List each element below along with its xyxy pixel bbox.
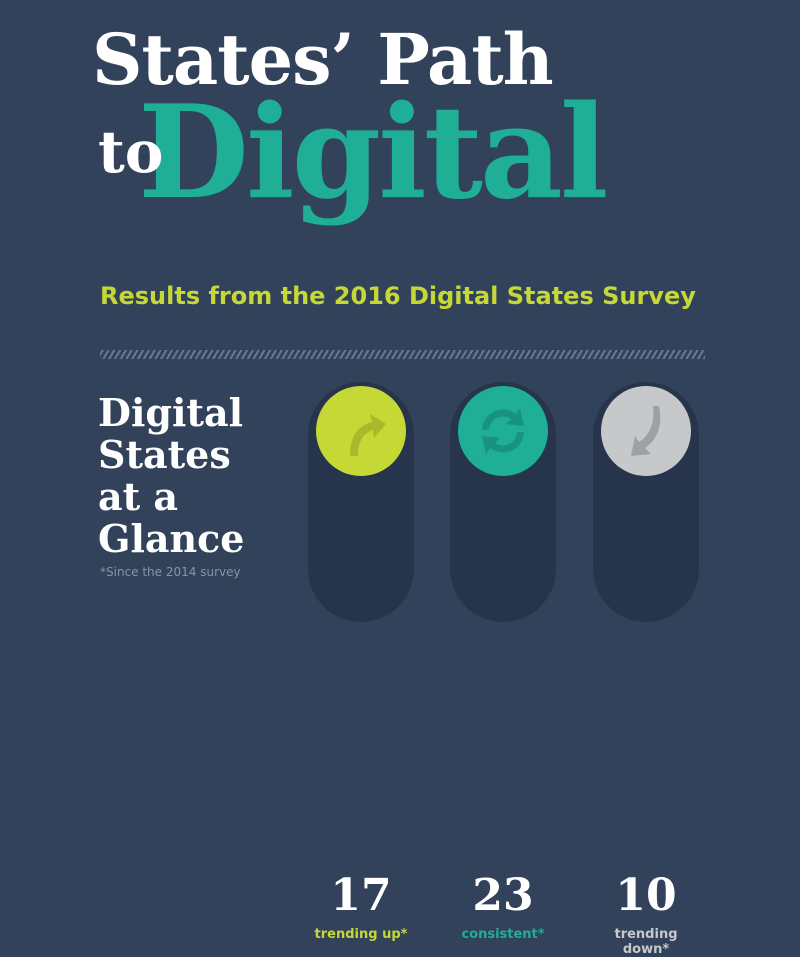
- stat-label: trending up*: [314, 927, 408, 942]
- stat-label: trending down*: [614, 927, 678, 957]
- heading-line: at a: [98, 474, 179, 519]
- footnote: *Since the 2014 survey: [100, 565, 241, 579]
- icon: [458, 386, 548, 476]
- stat-pill: 10 trending down*: [593, 382, 699, 957]
- title-line: States’ Path: [92, 18, 554, 101]
- stat-number: 23: [472, 870, 534, 921]
- subtitle: Results from the 2016 Digital States Sur…: [100, 282, 696, 310]
- stat-pill: 23 consistent*: [450, 382, 556, 942]
- icon: [316, 386, 406, 476]
- stat-number: 17: [330, 870, 392, 921]
- page: States’ Path Digital to Results from the…: [92, 18, 705, 957]
- heading-line: States: [98, 432, 231, 477]
- title-digital: Digital: [138, 78, 608, 228]
- stat-number: 10: [615, 870, 677, 921]
- heading-line: Digital: [98, 390, 244, 435]
- title-to: to: [98, 118, 164, 186]
- stat-pill: 17 trending up*: [308, 382, 414, 942]
- heading-line: Glance: [98, 516, 245, 561]
- stat-label: consistent*: [461, 927, 545, 942]
- icon: [601, 386, 691, 476]
- divider: [100, 350, 705, 359]
- glance-heading: Digital States at a Glance: [98, 392, 244, 560]
